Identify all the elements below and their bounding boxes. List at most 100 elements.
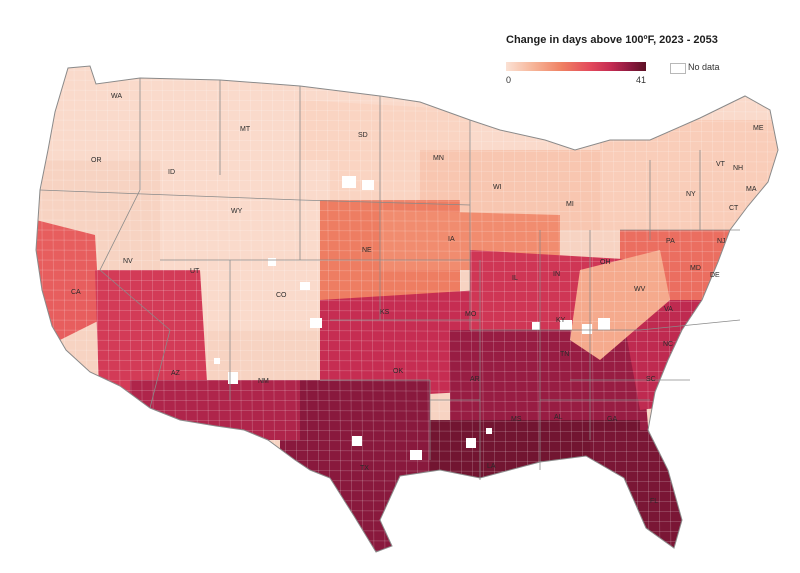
no-data-county	[268, 258, 276, 266]
state-label-ar: AR	[470, 376, 480, 383]
county-gridline	[381, 66, 386, 552]
state-label-mo: MO	[465, 311, 477, 318]
state-border-line	[149, 329, 171, 409]
state-label-tn: TN	[560, 351, 569, 358]
region-texas	[280, 380, 430, 552]
no-data-county	[466, 438, 476, 448]
county-gridline	[36, 299, 778, 303]
state-label-ks: KS	[380, 309, 390, 316]
no-data-county	[228, 372, 238, 384]
county-gridline	[645, 66, 650, 552]
county-gridline	[36, 209, 778, 213]
no-data-county	[310, 318, 322, 328]
no-data-county	[532, 322, 540, 330]
state-label-la: LA	[487, 463, 496, 470]
state-label-al: AL	[554, 414, 563, 421]
state-label-wy: WY	[231, 208, 243, 215]
county-gridline	[36, 319, 778, 323]
county-gridline	[36, 479, 778, 483]
county-gridline	[359, 66, 364, 552]
region-appalachia	[570, 250, 670, 360]
state-label-sc: SC	[646, 376, 656, 383]
no-data-county	[598, 318, 610, 330]
county-gridline	[36, 159, 778, 163]
state-label-il: IL	[512, 275, 518, 282]
state-label-mn: MN	[433, 155, 444, 162]
county-gridline	[36, 199, 778, 203]
county-gridline	[337, 66, 342, 552]
no-data-counties	[214, 176, 610, 460]
no-data-county	[342, 176, 356, 188]
state-label-tx: TX	[360, 465, 369, 472]
state-label-nh: NH	[733, 165, 743, 172]
region-florida	[590, 430, 700, 552]
county-gridline	[30, 60, 33, 560]
state-label-wv: WV	[634, 286, 646, 293]
county-gridline	[36, 149, 778, 153]
state-label-ca: CA	[71, 289, 81, 296]
county-gridline	[36, 179, 778, 183]
state-label-nm: NM	[258, 378, 269, 385]
state-label-ct: CT	[729, 205, 739, 212]
county-gridline	[36, 249, 778, 253]
state-label-ky: KY	[556, 317, 566, 324]
state-label-ne: NE	[362, 247, 372, 254]
county-gridline	[777, 66, 778, 552]
county-gridline	[623, 66, 628, 552]
county-gridline	[40, 66, 45, 552]
state-label-az: AZ	[171, 370, 181, 377]
no-data-county	[410, 450, 422, 460]
county-gridline	[36, 359, 778, 363]
state-label-wi: WI	[493, 184, 502, 191]
county-gridline	[789, 60, 792, 560]
no-data-county	[352, 436, 362, 446]
no-data-swatch	[670, 63, 686, 74]
state-label-id: ID	[168, 169, 175, 176]
state-label-de: DE	[710, 272, 720, 279]
state-label-ga: GA	[607, 416, 617, 423]
state-label-ut: UT	[190, 268, 200, 275]
legend-title: Change in days above 100ºF, 2023 - 2053	[506, 34, 718, 46]
region-central-valley-ca	[36, 220, 100, 340]
state-label-nj: NJ	[717, 238, 726, 245]
state-label-ia: IA	[448, 236, 455, 243]
state-labels: WA MT OR ID SD MN WY WI NE IA NV UT CO CA KS MO IL IN OH MI…	[71, 93, 764, 505]
county-gridline	[36, 169, 778, 173]
state-border-line	[99, 269, 171, 331]
county-gridline	[36, 279, 778, 283]
county-gridline	[36, 189, 778, 193]
state-label-ms: MS	[511, 416, 522, 423]
state-label-ma: MA	[746, 186, 757, 193]
state-label-nc: NC	[663, 341, 673, 348]
state-label-ok: OK	[393, 368, 403, 375]
county-gridline	[36, 489, 778, 493]
state-label-co: CO	[276, 292, 287, 299]
state-border-line	[99, 189, 141, 271]
no-data-county	[486, 428, 492, 434]
county-gridline	[370, 66, 375, 552]
county-gridline	[36, 309, 778, 313]
state-label-oh: OH	[600, 259, 611, 266]
state-label-ny: NY	[686, 191, 696, 198]
state-label-mi: MI	[566, 201, 574, 208]
county-gridline	[30, 560, 790, 562]
region-rockies	[160, 160, 330, 330]
state-label-sd: SD	[358, 132, 368, 139]
state-label-nv: NV	[123, 258, 133, 265]
county-gridline	[36, 329, 778, 333]
county-gridline	[36, 139, 778, 143]
county-gridline	[634, 66, 639, 552]
county-gridline	[36, 269, 778, 273]
county-gridline	[348, 66, 353, 552]
county-gridline	[656, 66, 661, 552]
county-gridline	[36, 549, 778, 552]
no-data-county	[560, 320, 572, 330]
county-gridline	[392, 66, 397, 552]
county-gridline	[36, 289, 778, 293]
state-borders	[39, 78, 741, 480]
state-label-wa: WA	[111, 93, 122, 100]
no-data-county	[300, 282, 310, 290]
no-data-county	[582, 324, 592, 334]
no-data-label: No data	[688, 62, 720, 72]
